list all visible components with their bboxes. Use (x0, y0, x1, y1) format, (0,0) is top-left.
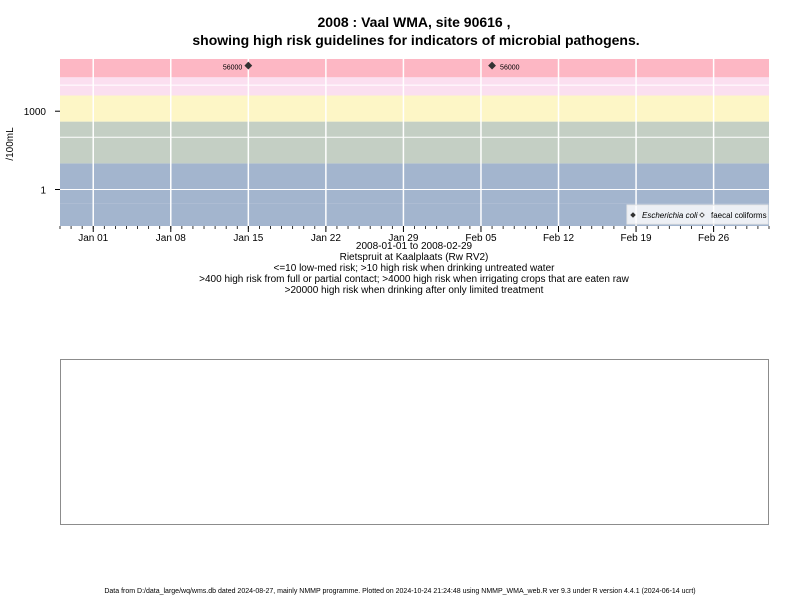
y-tick-label-1: 1000 (24, 107, 47, 118)
legend-label-1: faecal coliforms (711, 211, 767, 220)
x-tick-label-4: Jan 29 (388, 233, 418, 244)
caption-line-0: 2008-01-01 to 2008-02-29 (356, 241, 473, 252)
risk-band-1 (60, 163, 769, 204)
risk-band-3 (60, 95, 769, 122)
x-tick-label-7: Feb 19 (620, 233, 652, 244)
chart-title-line1: 2008 : Vaal WMA, site 90616 , (318, 14, 511, 30)
x-tick-label-2: Jan 15 (233, 233, 263, 244)
x-tick-label-0: Jan 01 (78, 233, 108, 244)
data-label-0-0: 56000 (223, 65, 243, 72)
legend-marker-0 (630, 212, 636, 218)
risk-band-2 (60, 121, 769, 164)
x-tick-label-8: Feb 26 (698, 233, 730, 244)
risk-bands (60, 59, 769, 226)
risk-band-4 (60, 77, 769, 96)
y-axis-label: /100mL (5, 127, 16, 161)
caption-line-3: >400 high risk from full or partial cont… (199, 274, 629, 285)
data-point-0-1 (488, 61, 496, 70)
grid-lines (60, 59, 769, 226)
caption-line-4: >20000 high risk when drinking after onl… (285, 285, 544, 296)
legend-label-0: Escherichia coli (642, 211, 698, 220)
data-points: 56000 56000 (223, 61, 520, 72)
footer-note: Data from D:/data_large/wq/wms.db dated … (104, 588, 696, 595)
legend: Escherichia coli faecal coliforms (626, 204, 769, 225)
data-point-0-0 (244, 61, 253, 70)
axes: 1 1000 Jan 01 Jan 08 Jan 15 Jan 22 Jan 29 Feb 0… (24, 107, 770, 244)
caption-line-2: <=10 low-med risk; >10 high risk when dr… (274, 263, 556, 274)
legend-marker-1 (699, 212, 705, 218)
x-tick-label-5: Feb 05 (465, 233, 497, 244)
x-tick-label-1: Jan 08 (156, 233, 186, 244)
chart-title-line2: showing high risk guidelines for indicat… (192, 32, 639, 48)
data-label-0-1: 56000 (500, 65, 520, 72)
empty-secondary-panel (60, 359, 769, 525)
x-tick-label-6: Feb 12 (543, 233, 575, 244)
x-tick-label-3: Jan 22 (311, 233, 341, 244)
y-tick-label-0: 1 (40, 186, 46, 197)
legend-box (626, 204, 769, 225)
caption-line-1: Rietspruit at Kaalplaats (Rw RV2) (340, 252, 489, 263)
risk-band-0 (60, 203, 769, 226)
risk-band-5 (60, 59, 769, 78)
